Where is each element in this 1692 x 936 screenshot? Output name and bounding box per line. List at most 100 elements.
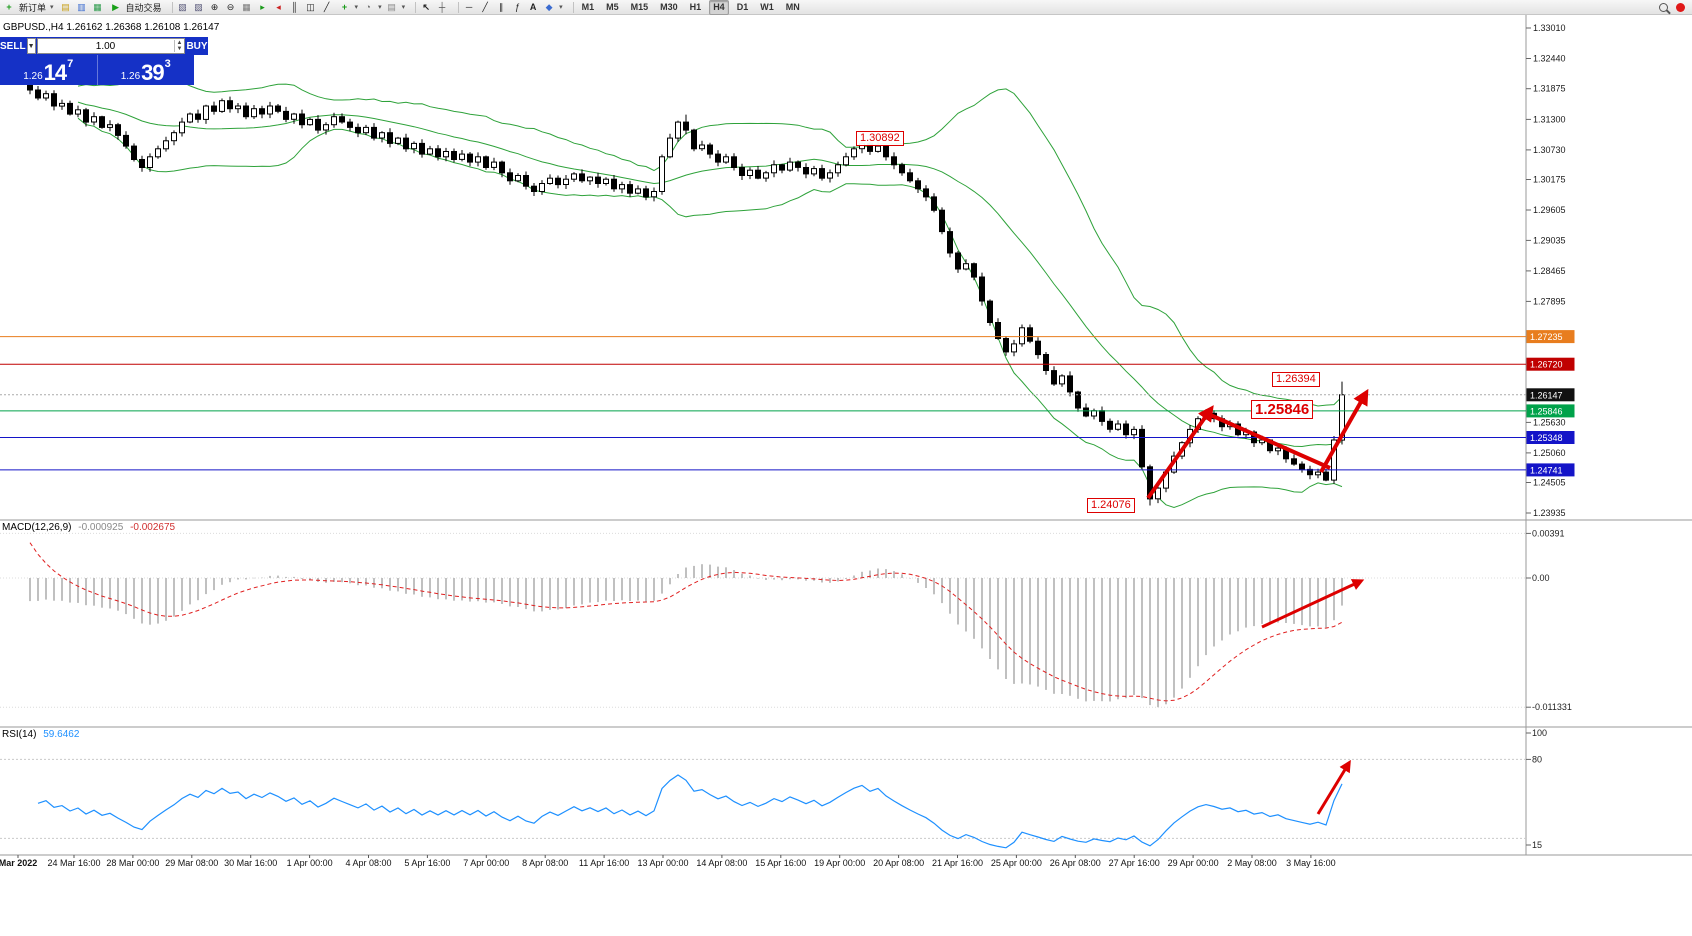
- price-tick-label: 1.33010: [1533, 23, 1566, 33]
- volume-down-icon[interactable]: ▼: [176, 46, 183, 52]
- periods-caret-icon[interactable]: ▾: [378, 4, 382, 11]
- grid-icon[interactable]: ▦: [242, 1, 251, 12]
- line-chart-icon[interactable]: ╱: [323, 1, 330, 12]
- trend-arrow[interactable]: [1146, 405, 1214, 500]
- trendline-icon[interactable]: ╱: [482, 1, 488, 12]
- price-callout[interactable]: 1.24076: [1087, 498, 1135, 513]
- price-tick-label: 1.25060: [1533, 448, 1566, 458]
- date-label: 13 Apr 00:00: [637, 858, 688, 868]
- text-tool-icon[interactable]: A: [529, 1, 537, 12]
- timeframe-m15[interactable]: M15: [630, 1, 649, 12]
- date-label: 30 Mar 16:00: [224, 858, 277, 868]
- rsi-value: 59.6462: [43, 729, 80, 740]
- indicators-caret-icon[interactable]: ▾: [354, 4, 359, 11]
- candlestick-chart-icon[interactable]: ◫: [306, 1, 315, 12]
- date-label: 3 May 16:00: [1286, 858, 1336, 868]
- volume-input[interactable]: [37, 39, 174, 53]
- volume-stepper[interactable]: ▲ ▼: [173, 40, 185, 52]
- timeframe-m1[interactable]: M1: [581, 1, 595, 12]
- trend-arrow[interactable]: [1261, 579, 1365, 629]
- new-chart-icon[interactable]: ▤: [61, 1, 70, 12]
- trend-arrow[interactable]: [1316, 759, 1351, 815]
- timeframe-bar: M1 M5 M15 M30 H1 H4 D1 W1 MN: [578, 0, 804, 15]
- shapes-icon[interactable]: ◆: [545, 1, 553, 12]
- new-order-caret-icon[interactable]: ▾: [50, 4, 54, 11]
- price-scale-tag-label: 1.26147: [1530, 390, 1563, 400]
- date-label: 28 Mar 00:00: [106, 858, 159, 868]
- price-scale-tag-label: 1.25348: [1530, 433, 1563, 443]
- indicators-icon[interactable]: +: [341, 1, 348, 12]
- candles: [27, 84, 1345, 506]
- date-label: 7 Apr 00:00: [463, 858, 509, 868]
- timeframe-h1[interactable]: H1: [689, 1, 702, 12]
- rsi-name: RSI(14): [2, 729, 37, 740]
- market-watch-icon[interactable]: ▦: [93, 1, 102, 12]
- zoom-out-icon[interactable]: ⊖: [226, 1, 235, 12]
- timeframe-d1[interactable]: D1: [736, 1, 749, 12]
- trend-arrow[interactable]: [1205, 411, 1331, 470]
- cascade-windows-icon[interactable]: ▧: [178, 1, 187, 12]
- svg-text:-0.011331: -0.011331: [1532, 702, 1572, 712]
- buy-button[interactable]: BUY: [186, 37, 208, 55]
- macd-label: MACD(12,26,9) -0.000925 -0.002675: [2, 522, 175, 533]
- price-tick-label: 1.27895: [1533, 296, 1566, 306]
- bar-chart-icon[interactable]: ║: [291, 1, 298, 12]
- channel-icon[interactable]: ∥: [498, 1, 504, 12]
- shapes-caret-icon[interactable]: ▾: [559, 4, 563, 11]
- sell-button[interactable]: SELL: [0, 37, 26, 55]
- macd-grid: 0.00391 0.00 -0.011331: [0, 528, 1572, 712]
- date-label: 4 Apr 08:00: [345, 858, 391, 868]
- templates-caret-icon[interactable]: ▾: [401, 4, 406, 11]
- price-tick-label: 1.24505: [1533, 478, 1566, 488]
- timeframe-m5[interactable]: M5: [606, 1, 619, 12]
- notification-badge[interactable]: [1676, 2, 1685, 12]
- time-scale[interactable]: Mar 2022 24 Mar 16:00 28 Mar 00:00 29 Mar 0…: [0, 855, 1336, 868]
- zoom-in-icon[interactable]: ⊕: [210, 1, 219, 12]
- order-type-dropdown[interactable]: ▼: [26, 38, 36, 54]
- new-order-icon[interactable]: +: [6, 1, 12, 12]
- timeframe-h4[interactable]: H4: [709, 0, 729, 15]
- chart-shift-icon[interactable]: ◂: [276, 1, 281, 12]
- trend-arrow[interactable]: [1319, 388, 1369, 473]
- buy-price-display[interactable]: 1.26 39 3: [98, 55, 195, 85]
- timeframe-m30[interactable]: M30: [660, 1, 678, 12]
- autotrading-label[interactable]: 自动交易: [125, 2, 162, 13]
- volume-up-icon[interactable]: ▲: [176, 40, 183, 46]
- tile-windows-icon[interactable]: ▨: [194, 1, 203, 12]
- bollinger-lower: [77, 117, 1343, 509]
- price-tick-label: 1.25630: [1533, 417, 1566, 427]
- date-label: 2 May 08:00: [1227, 858, 1277, 868]
- new-order-button[interactable]: + 新订单 ▾: [3, 1, 54, 14]
- profiles-icon[interactable]: ▥: [77, 1, 86, 12]
- price-scale[interactable]: 1.33010 1.32440 1.31875 1.31300 1.30730 1.301…: [1526, 23, 1575, 518]
- horizontal-line-icon[interactable]: ─: [465, 1, 473, 12]
- date-label: Mar 2022: [0, 858, 37, 868]
- cursor-icon[interactable]: ↖: [422, 1, 430, 12]
- auto-scroll-icon[interactable]: ▸: [260, 1, 265, 12]
- price-tick-label: 1.23935: [1533, 508, 1566, 518]
- date-label: 14 Apr 08:00: [696, 858, 747, 868]
- price-callout[interactable]: 1.26394: [1272, 372, 1320, 387]
- autotrading-button[interactable]: ▶ 自动交易: [110, 1, 162, 14]
- templates-icon[interactable]: ▤: [387, 1, 396, 12]
- svg-text:80: 80: [1532, 754, 1542, 764]
- sell-price-prefix: 1.26: [23, 71, 43, 82]
- fibonacci-icon[interactable]: ƒ: [514, 1, 520, 12]
- timeframe-w1[interactable]: W1: [760, 1, 774, 12]
- search-icon[interactable]: [1659, 2, 1668, 12]
- crosshair-icon[interactable]: ┼: [438, 1, 446, 12]
- sell-price-display[interactable]: 1.26 14 7: [0, 55, 98, 85]
- buy-price-sup: 3: [164, 58, 171, 70]
- price-callout[interactable]: 1.30892: [856, 131, 904, 146]
- price-tick-label: 1.30730: [1533, 145, 1566, 155]
- price-tick-label: 1.28465: [1533, 266, 1566, 276]
- svg-text:100: 100: [1532, 728, 1547, 738]
- timeframe-mn[interactable]: MN: [785, 1, 800, 12]
- new-order-label[interactable]: 新订单: [19, 2, 47, 13]
- price-callout[interactable]: 1.25846: [1251, 400, 1314, 419]
- autotrading-icon[interactable]: ▶: [112, 1, 119, 12]
- periods-icon[interactable]: ◔: [365, 1, 371, 12]
- toolbar-separator: [572, 1, 574, 13]
